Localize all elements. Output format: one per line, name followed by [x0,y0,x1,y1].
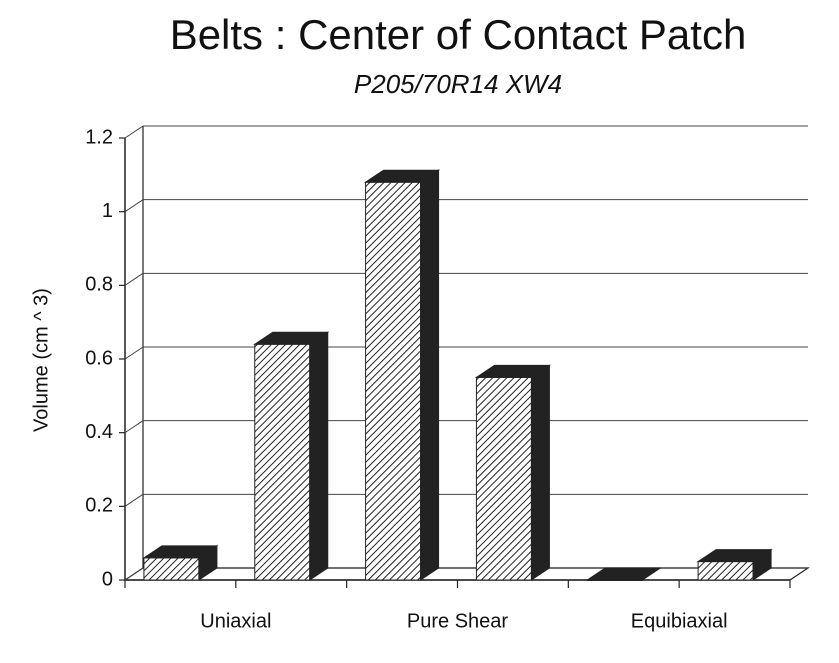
bar-front [697,561,754,581]
bar-front [365,181,422,581]
x-tick-label: Equibiaxial [631,610,728,632]
y-tick-label: 0.2 [85,495,113,517]
x-tick-label: Pure Shear [407,610,509,632]
bar-side [752,548,772,581]
bar-front [254,343,311,581]
grid-depth [124,420,144,434]
grid-depth [124,346,144,360]
grid-depth [124,199,144,213]
bar-side [530,364,550,581]
bar-side [198,544,218,581]
x-tick-label: Uniaxial [200,610,271,632]
grid-depth [124,567,144,581]
y-tick-label: 1.2 [85,126,113,148]
bar-front [475,376,532,581]
grid-depth [124,493,144,507]
chart-title: Belts : Center of Contact Patch [170,11,747,58]
bar-side [641,567,661,581]
grid-depth [124,272,144,286]
y-tick-label: 1 [102,200,113,222]
bar-top [585,567,662,581]
y-tick-label: 0.8 [85,274,113,296]
chart-subtitle: P205/70R14 XW4 [354,69,562,99]
y-tick-label: 0.4 [85,421,113,443]
y-tick-label: 0.6 [85,347,113,369]
y-axis-label: Volume (cm ^ 3) [30,288,52,432]
bar-side [309,331,329,581]
bar-front [143,557,200,581]
y-tick-label: 0 [102,568,113,590]
grid-depth [124,125,144,139]
bar-side [420,169,440,581]
